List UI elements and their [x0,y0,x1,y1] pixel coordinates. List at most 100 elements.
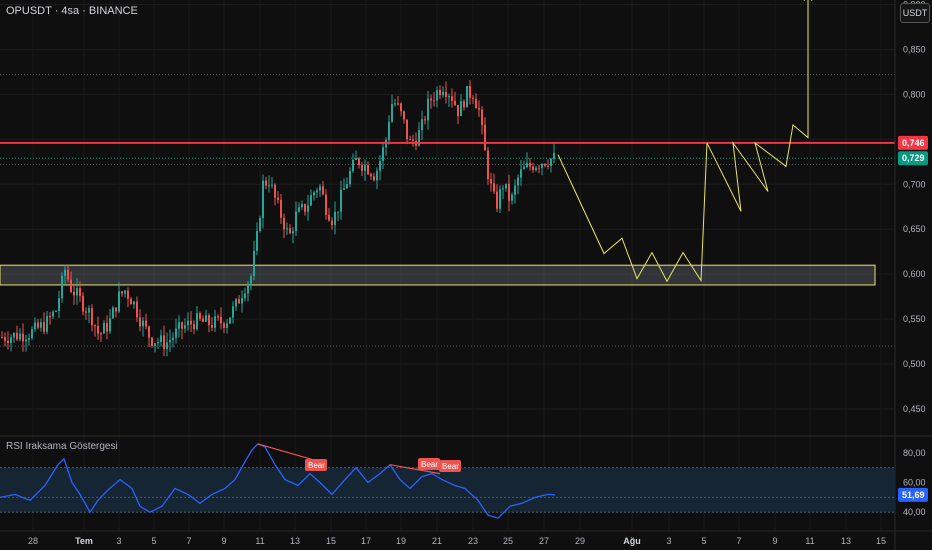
bear-label-badge [305,459,327,471]
price-tick-label: 0,800 [903,89,926,99]
support-zone [0,264,876,286]
candle-body [151,337,153,346]
candle-body [223,323,225,329]
candle-body [100,333,102,335]
candle-body [535,167,537,171]
candle-body [181,322,183,329]
price-tick-label: 0,550 [903,314,926,324]
price-tick-label: 0,450 [903,404,926,414]
time-tick-label: 7 [736,536,741,546]
candle-body [388,121,390,140]
candle-body [214,316,216,328]
candle-body [25,339,27,342]
resistance-price-label: 0,746 [902,138,925,148]
candle-body [172,337,174,341]
time-tick-label: 21 [432,536,442,546]
candle-body [322,186,324,195]
candle-body [343,188,345,190]
price-tick-label: 0,500 [903,359,926,369]
currency-unit-button[interactable]: USDT [900,3,930,23]
candle-body [79,288,81,296]
candle-body [436,90,438,101]
time-tick-label: Ağu [623,536,641,546]
candle-body [40,322,42,328]
candle-body [37,322,39,328]
candle-body [361,165,363,171]
candle-body [196,313,198,330]
candle-body [154,343,156,346]
candle-body [412,139,414,141]
candle-body [406,119,408,140]
candle-body [502,188,504,190]
rsi-value-label: 51,69 [902,490,925,500]
candle-body [244,293,246,299]
bear-label-badge [439,460,461,472]
candle-body [136,301,138,318]
candle-body [283,217,285,230]
candle-body [526,162,528,168]
candle-body [235,299,237,307]
candle-body [106,323,108,332]
bear-label-badge [418,458,440,470]
time-tick-label: 27 [539,536,549,546]
candle-body [277,197,279,200]
candle-body [265,180,267,186]
candle-body [319,186,321,191]
bear-label: Bear [308,461,325,470]
candle-body [418,130,420,146]
candle-body [148,326,150,338]
candle-body [202,318,204,322]
divergence-line [389,464,441,475]
rsi-tick-label: 40,00 [903,507,926,517]
candle-body [70,279,72,292]
candle-body [16,333,18,340]
candle-body [439,90,441,96]
candle-body [523,167,525,170]
candle-body [340,189,342,212]
time-tick-label: 19 [396,536,406,546]
candle-body [82,295,84,312]
candle-body [328,214,330,221]
candle-body [94,325,96,327]
candle-body [553,152,555,159]
candle-body [247,283,249,294]
time-tick-label: 29 [575,536,585,546]
candle-body [430,98,432,101]
candle-body [193,324,195,330]
candle-body [376,170,378,181]
candle-body [52,311,54,317]
candle-body [295,211,297,232]
candle-body [226,323,228,329]
candle-body [280,199,282,218]
candle-body [292,231,294,234]
candle-body [4,337,6,341]
candle-body [304,204,306,212]
candle-body [334,211,336,225]
rsi-band [0,467,895,513]
candle-body [55,310,57,312]
time-tick-label: 23 [468,536,478,546]
time-tick-label: 9 [772,536,777,546]
candle-body [421,119,423,131]
candle-body [7,340,9,344]
rsi-tick-label: 80,00 [903,448,926,458]
candle-body [538,167,540,169]
candle-body [511,194,513,201]
candle-body [61,275,63,299]
price-tick-label: 0,850 [903,44,926,54]
candle-body [409,139,411,141]
candle-body [403,111,405,120]
candle-body [463,101,465,108]
candle-body [67,269,69,280]
candle-body [91,308,93,326]
candle-body [286,228,288,230]
time-tick-label: 13 [290,536,300,546]
candle-body [514,185,516,195]
candle-body [520,169,522,178]
candle-body [241,298,243,304]
candle-body [127,290,129,299]
time-tick-label: 5 [701,536,706,546]
candle-body [460,101,462,117]
candle-body [532,166,534,171]
